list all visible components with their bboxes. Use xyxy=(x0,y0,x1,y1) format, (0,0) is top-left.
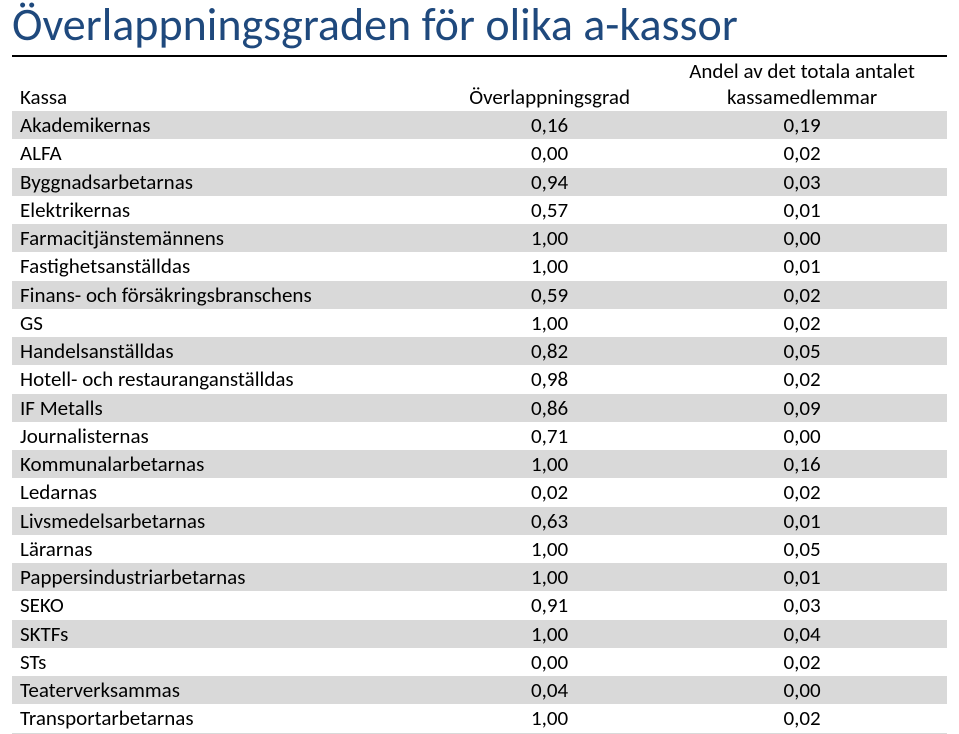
cell-share: 0,02 xyxy=(657,309,947,337)
table-row: Hotell- och restauranganställdas0,980,02 xyxy=(12,365,947,393)
table-header-row: Kassa Överlappningsgrad Andel av det tot… xyxy=(12,57,947,112)
cell-overlap: 0,94 xyxy=(442,168,657,196)
data-table: Kassa Överlappningsgrad Andel av det tot… xyxy=(12,57,947,734)
table-row: STs0,000,02 xyxy=(12,648,947,676)
cell-overlap: 1,00 xyxy=(442,309,657,337)
cell-kassa: Farmacitjänstemännens xyxy=(12,224,442,252)
table-row: SKTFs1,000,04 xyxy=(12,620,947,648)
slide-title: Överlappningsgraden för olika a-kassor xyxy=(12,0,947,57)
cell-overlap: 1,00 xyxy=(442,535,657,563)
cell-share: 0,09 xyxy=(657,394,947,422)
table-row: Byggnadsarbetarnas0,940,03 xyxy=(12,168,947,196)
cell-share: 0,02 xyxy=(657,365,947,393)
cell-kassa: Transportarbetarnas xyxy=(12,704,442,732)
table-row: Fastighetsanställdas1,000,01 xyxy=(12,252,947,280)
cell-share: 0,00 xyxy=(657,224,947,252)
cell-share: 0,01 xyxy=(657,563,947,591)
cell-overlap: 0,82 xyxy=(442,337,657,365)
cell-share: 0,02 xyxy=(657,139,947,167)
cell-share: 0,01 xyxy=(657,252,947,280)
cell-kassa: Pappersindustriarbetarnas xyxy=(12,563,442,591)
cell-kassa: SKTFs xyxy=(12,620,442,648)
cell-share: 0,05 xyxy=(657,535,947,563)
cell-kassa: SEKO xyxy=(12,591,442,619)
cell-share: 0,03 xyxy=(657,591,947,619)
cell-kassa: Teaterverksammas xyxy=(12,676,442,704)
table-row: ALFA0,000,02 xyxy=(12,139,947,167)
table-row: Akademikernas0,160,19 xyxy=(12,111,947,139)
cell-share: 0,05 xyxy=(657,337,947,365)
cell-kassa: ALFA xyxy=(12,139,442,167)
cell-kassa: Fastighetsanställdas xyxy=(12,252,442,280)
table-row: Handelsanställdas0,820,05 xyxy=(12,337,947,365)
cell-kassa: Kommunalarbetarnas xyxy=(12,450,442,478)
cell-overlap: 0,59 xyxy=(442,281,657,309)
col-header-overlap: Överlappningsgrad xyxy=(442,57,657,112)
table-row: IF Metalls0,860,09 xyxy=(12,394,947,422)
table-row: Farmacitjänstemännens1,000,00 xyxy=(12,224,947,252)
cell-share: 0,01 xyxy=(657,507,947,535)
cell-kassa: Livsmedelsarbetarnas xyxy=(12,507,442,535)
cell-overlap: 0,71 xyxy=(442,422,657,450)
cell-overlap: 1,00 xyxy=(442,450,657,478)
table-row: Livsmedelsarbetarnas0,630,01 xyxy=(12,507,947,535)
cell-kassa: GS xyxy=(12,309,442,337)
cell-overlap: 0,04 xyxy=(442,676,657,704)
table-row: Transportarbetarnas1,000,02 xyxy=(12,704,947,732)
cell-kassa: Lärarnas xyxy=(12,535,442,563)
table-row: Finans- och försäkringsbranschens0,590,0… xyxy=(12,281,947,309)
cell-overlap: 1,00 xyxy=(442,563,657,591)
cell-overlap: 0,57 xyxy=(442,196,657,224)
cell-share: 0,02 xyxy=(657,281,947,309)
cell-kassa: Finans- och försäkringsbranschens xyxy=(12,281,442,309)
cell-kassa: Hotell- och restauranganställdas xyxy=(12,365,442,393)
cell-overlap: 0,02 xyxy=(442,478,657,506)
cell-overlap: 0,00 xyxy=(442,648,657,676)
cell-kassa: Elektrikernas xyxy=(12,196,442,224)
cell-share: 0,04 xyxy=(657,620,947,648)
table-row: Elektrikernas0,570,01 xyxy=(12,196,947,224)
cell-overlap: 1,00 xyxy=(442,620,657,648)
table-row: Pappersindustriarbetarnas1,000,01 xyxy=(12,563,947,591)
cell-kassa: Journalisternas xyxy=(12,422,442,450)
cell-share: 0,03 xyxy=(657,168,947,196)
table-row: GS1,000,02 xyxy=(12,309,947,337)
table-row: Lärarnas1,000,05 xyxy=(12,535,947,563)
cell-overlap: 0,98 xyxy=(442,365,657,393)
table-row: Teaterverksammas0,040,00 xyxy=(12,676,947,704)
cell-share: 0,00 xyxy=(657,422,947,450)
table-row: Journalisternas0,710,00 xyxy=(12,422,947,450)
cell-overlap: 0,16 xyxy=(442,111,657,139)
cell-share: 0,16 xyxy=(657,450,947,478)
col-header-kassa: Kassa xyxy=(12,57,442,112)
cell-overlap: 1,00 xyxy=(442,704,657,732)
table-row: Kommunalarbetarnas1,000,16 xyxy=(12,450,947,478)
cell-overlap: 0,86 xyxy=(442,394,657,422)
table-row: Ledarnas0,020,02 xyxy=(12,478,947,506)
cell-kassa: STs xyxy=(12,648,442,676)
cell-kassa: Akademikernas xyxy=(12,111,442,139)
cell-share: 0,02 xyxy=(657,704,947,732)
cell-kassa: IF Metalls xyxy=(12,394,442,422)
cell-overlap: 0,91 xyxy=(442,591,657,619)
cell-kassa: Byggnadsarbetarnas xyxy=(12,168,442,196)
cell-kassa: Handelsanställdas xyxy=(12,337,442,365)
col-header-share: Andel av det totala antalet kassamedlemm… xyxy=(657,57,947,112)
cell-share: 0,02 xyxy=(657,648,947,676)
cell-overlap: 1,00 xyxy=(442,252,657,280)
cell-overlap: 0,00 xyxy=(442,139,657,167)
cell-share: 0,00 xyxy=(657,676,947,704)
cell-share: 0,19 xyxy=(657,111,947,139)
cell-overlap: 1,00 xyxy=(442,224,657,252)
cell-share: 0,02 xyxy=(657,478,947,506)
table-row: SEKO0,910,03 xyxy=(12,591,947,619)
cell-overlap: 0,63 xyxy=(442,507,657,535)
cell-share: 0,01 xyxy=(657,196,947,224)
cell-kassa: Ledarnas xyxy=(12,478,442,506)
slide: Överlappningsgraden för olika a-kassor K… xyxy=(0,0,959,734)
